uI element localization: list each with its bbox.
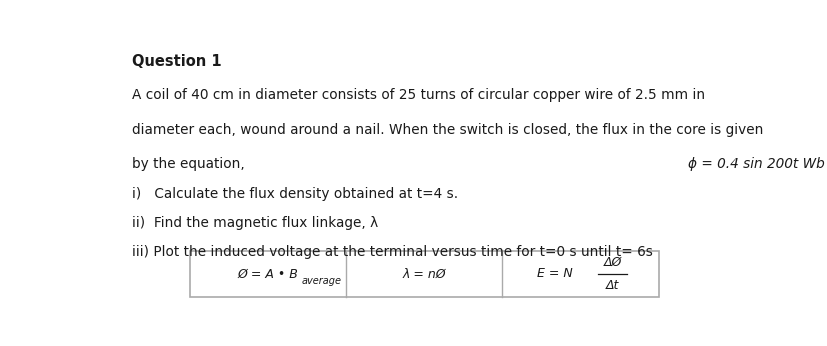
Text: Question 1: Question 1: [132, 54, 222, 69]
Text: A coil of 40 cm in diameter consists of 25 turns of circular copper wire of 2.5 : A coil of 40 cm in diameter consists of …: [132, 88, 705, 102]
Text: diameter each, wound around a nail. When the switch is closed, the flux in the c: diameter each, wound around a nail. When…: [132, 123, 762, 137]
Text: E = N: E = N: [536, 267, 572, 281]
Text: i)   Calculate the flux density obtained at t=4 s.: i) Calculate the flux density obtained a…: [132, 187, 458, 201]
Text: ΔØ: ΔØ: [603, 255, 621, 268]
Text: ϕ = 0.4 sin 200t Wb: ϕ = 0.4 sin 200t Wb: [687, 157, 824, 171]
Text: average: average: [301, 276, 342, 286]
Text: Δt: Δt: [605, 280, 619, 292]
Text: ii)  Find the magnetic flux linkage, λ: ii) Find the magnetic flux linkage, λ: [132, 216, 378, 230]
Text: λ = nØ: λ = nØ: [402, 267, 446, 281]
Text: iii) Plot the induced voltage at the terminal versus time for t=0 s until t= 6s: iii) Plot the induced voltage at the ter…: [132, 245, 653, 260]
Text: Ø = A • B: Ø = A • B: [237, 267, 299, 281]
Text: by the equation,: by the equation,: [132, 157, 249, 171]
Bar: [190, 251, 657, 297]
